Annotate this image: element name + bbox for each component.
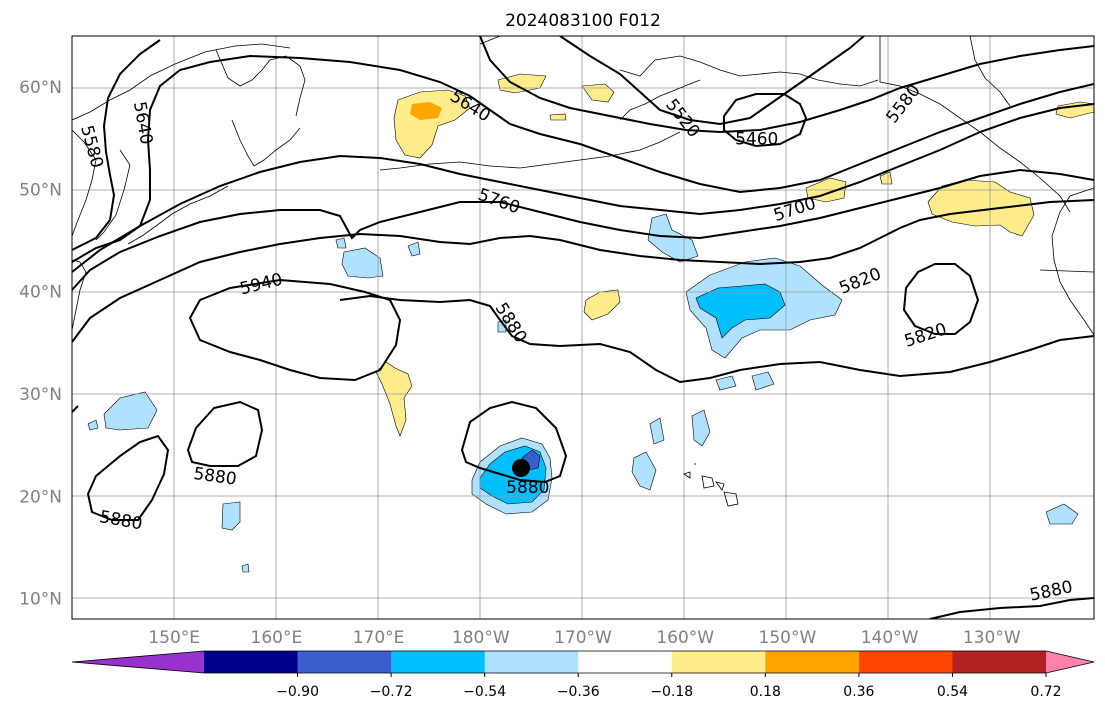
colorbar-segment [578,651,673,673]
chart-title: 2024083100 F012 [505,11,661,31]
longitude-label: 150°W [759,628,817,648]
map-frame [71,35,1095,620]
colorbar-segment [204,651,299,673]
latitude-label: 40°N [19,283,62,303]
height-contours [72,36,1094,619]
colorbar-tick-label: 0.36 [843,684,874,700]
longitude-labels: 150°E 160°E 170°E 180°W 170°W 160°W 150°W 140°W… [148,628,1021,648]
contour-label: 5460 [735,129,778,149]
positive-anomaly-shading [375,73,1094,437]
colorbar-segment [484,651,579,673]
longitude-label: 180°W [452,628,510,648]
colorbar-tick-label: −0.90 [276,684,319,700]
longitude-label: 150°E [148,628,200,648]
colorbar-segment [391,651,486,673]
negative-anomaly-shading [87,213,1079,573]
colorbar-outline [71,650,1095,674]
latitude-labels: 60°N 50°N 40°N 30°N 20°N 10°N [19,78,62,609]
colorbar-tick-label: 0.18 [750,684,781,700]
longitude-label: 170°E [353,628,405,648]
longitude-label: 130°W [963,628,1021,648]
graticule [72,36,1094,619]
colorbar-tick-label: 0.72 [1030,684,1061,700]
longitude-label: 160°E [251,628,303,648]
colorbar-tick-label: −0.54 [463,684,506,700]
colorbar-segment [858,651,953,673]
colorbar-segment [671,651,766,673]
latitude-label: 30°N [19,385,62,405]
colorbar-extend-high [1046,651,1094,673]
colorbar-tick-label: −0.72 [370,684,413,700]
storm-center-marker [512,459,530,477]
colorbar-tick-label: 0.54 [937,684,968,700]
longitude-label: 170°W [554,628,612,648]
longitude-label: 160°W [656,628,714,648]
colorbar-segment [952,651,1047,673]
latitude-label: 60°N [19,78,62,98]
colorbar-tick-label: −0.18 [650,684,693,700]
latitude-label: 20°N [19,487,62,507]
colorbar-extend-low [72,651,204,673]
colorbar-tick-label: −0.36 [557,684,600,700]
colorbar: −0.90 −0.72 −0.54 −0.36 −0.18 0.18 0.36 0.54 0.7… [71,650,1095,700]
latitude-label: 50°N [19,180,62,200]
contour-label: 5880 [506,478,549,498]
latitude-label: 10°N [19,590,62,610]
colorbar-segment [297,651,392,673]
longitude-label: 140°W [861,628,919,648]
colorbar-segment [765,651,860,673]
